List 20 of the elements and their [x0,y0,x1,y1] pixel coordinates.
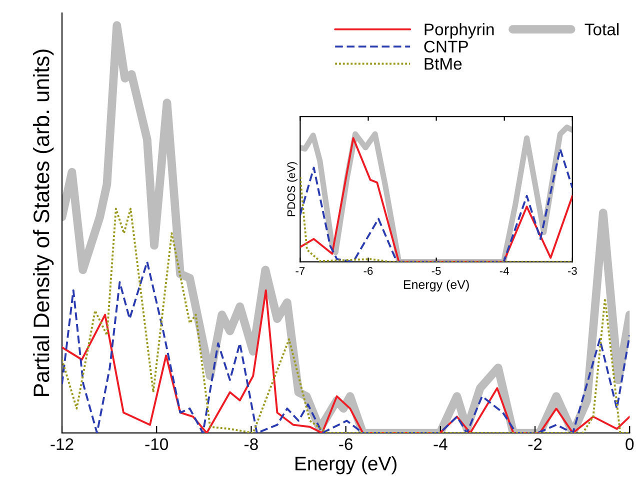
x-tick-label: 0 [626,438,634,450]
x-axis-title: Energy (eV) [296,456,396,474]
legend-label: CNTP [424,40,468,53]
x-tick-label: -4 [434,438,448,450]
y-axis-title: PDOS (eV) [287,162,298,216]
x-tick-label: -12 [50,438,74,450]
x-tick-label: -8 [244,438,258,450]
x-axis-title: Energy (eV) [404,280,469,292]
y-axis-title: Partial Density of States (arb. units) [32,50,54,396]
x-tick-label: -6 [339,438,353,450]
legend-label: BtMe [424,58,462,70]
x-tick-label: -7 [296,267,305,275]
x-tick-label: -4 [500,267,509,275]
x-tick-label: -2 [528,438,542,450]
legend-label: Porphyrin [424,23,494,39]
x-tick-label: -3 [568,266,577,275]
x-tick-label: -6 [364,266,373,275]
x-tick-label: -5 [432,267,441,275]
x-tick-label: -10 [145,438,168,450]
legend-label: Total [584,23,619,36]
